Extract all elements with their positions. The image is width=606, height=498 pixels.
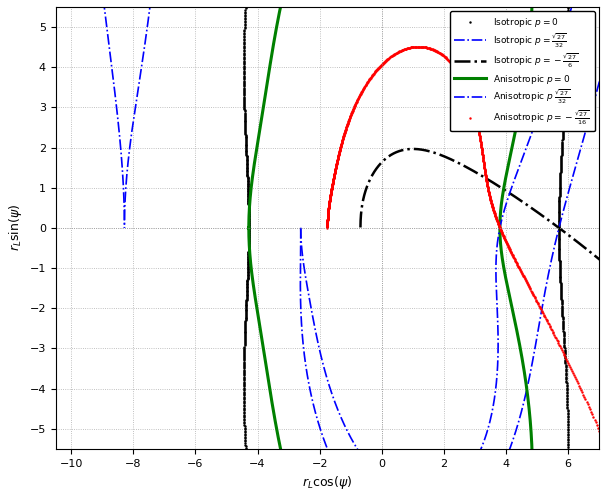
- Isotropic $p = -\frac{\sqrt{27}}{6}$: [381, 156, 388, 162]
- Isotropic $p = \frac{\sqrt{27}}{32}$: [121, 225, 128, 231]
- Isotropic $p = 0$: [245, 225, 253, 231]
- Anisotropic $p$ $\frac{\sqrt{27}}{32}$: [297, 225, 304, 231]
- Anisotropic $p$ $\frac{\sqrt{27}}{32}$: [491, 396, 498, 402]
- Anisotropic $p = 0$: [245, 225, 253, 231]
- Line: Isotropic $p = -\frac{\sqrt{27}}{6}$: Isotropic $p = -\frac{\sqrt{27}}{6}$: [361, 149, 606, 498]
- Line: Anisotropic $p = 0$: Anisotropic $p = 0$: [249, 0, 533, 498]
- Line: Isotropic $p = \frac{\sqrt{27}}{32}$: Isotropic $p = \frac{\sqrt{27}}{32}$: [83, 0, 606, 498]
- Anisotropic $p = -\frac{\sqrt{27}}{16}$: [478, 141, 485, 147]
- X-axis label: $r_L \cos(\psi)$: $r_L \cos(\psi)$: [302, 474, 353, 491]
- Line: Anisotropic $p$ $\frac{\sqrt{27}}{32}$: Anisotropic $p$ $\frac{\sqrt{27}}{32}$: [124, 0, 606, 498]
- Line: Anisotropic $p = -\frac{\sqrt{27}}{16}$: Anisotropic $p = -\frac{\sqrt{27}}{16}$: [0, 46, 606, 498]
- Anisotropic $p = -\frac{\sqrt{27}}{16}$: [385, 55, 392, 61]
- Anisotropic $p$ $\frac{\sqrt{27}}{32}$: [121, 225, 128, 231]
- Anisotropic $p = -\frac{\sqrt{27}}{16}$: [415, 44, 422, 50]
- Isotropic $p = 0$: [563, 69, 570, 75]
- Line: Isotropic $p = 0$: Isotropic $p = 0$: [243, 0, 569, 498]
- Anisotropic $p = -\frac{\sqrt{27}}{16}$: [324, 225, 331, 231]
- Anisotropic $p = 0$: [528, 454, 536, 460]
- Anisotropic $p = 0$: [516, 109, 523, 115]
- Isotropic $p = -\frac{\sqrt{27}}{6}$: [430, 149, 437, 155]
- Isotropic $p = -\frac{\sqrt{27}}{6}$: [367, 175, 375, 181]
- Anisotropic $p = -\frac{\sqrt{27}}{16}$: [467, 95, 474, 101]
- Anisotropic $p = 0$: [528, 3, 536, 9]
- Anisotropic $p = -\frac{\sqrt{27}}{16}$: [351, 103, 358, 109]
- Anisotropic $p$ $\frac{\sqrt{27}}{32}$: [421, 496, 428, 498]
- Isotropic $p = -\frac{\sqrt{27}}{6}$: [357, 225, 364, 231]
- Anisotropic $p = 0$: [245, 225, 253, 231]
- Anisotropic $p = 0$: [249, 279, 256, 285]
- Isotropic $p = 0$: [244, 282, 251, 288]
- Y-axis label: $r_L \sin(\psi)$: $r_L \sin(\psi)$: [7, 204, 24, 251]
- Anisotropic $p$ $\frac{\sqrt{27}}{32}$: [299, 258, 307, 264]
- Anisotropic $p$ $\frac{\sqrt{27}}{32}$: [544, 85, 551, 91]
- Isotropic $p = \frac{\sqrt{27}}{32}$: [297, 259, 304, 265]
- Isotropic $p = 0$: [245, 225, 253, 231]
- Isotropic $p = \frac{\sqrt{27}}{32}$: [512, 429, 519, 435]
- Isotropic $p = -\frac{\sqrt{27}}{6}$: [455, 160, 462, 166]
- Isotropic $p = \frac{\sqrt{27}}{32}$: [297, 225, 304, 231]
- Legend: Isotropic $p = 0$, Isotropic $p = \frac{\sqrt{27}}{32}$, Isotropic $p = -\frac{\: Isotropic $p = 0$, Isotropic $p = \frac{…: [450, 11, 594, 131]
